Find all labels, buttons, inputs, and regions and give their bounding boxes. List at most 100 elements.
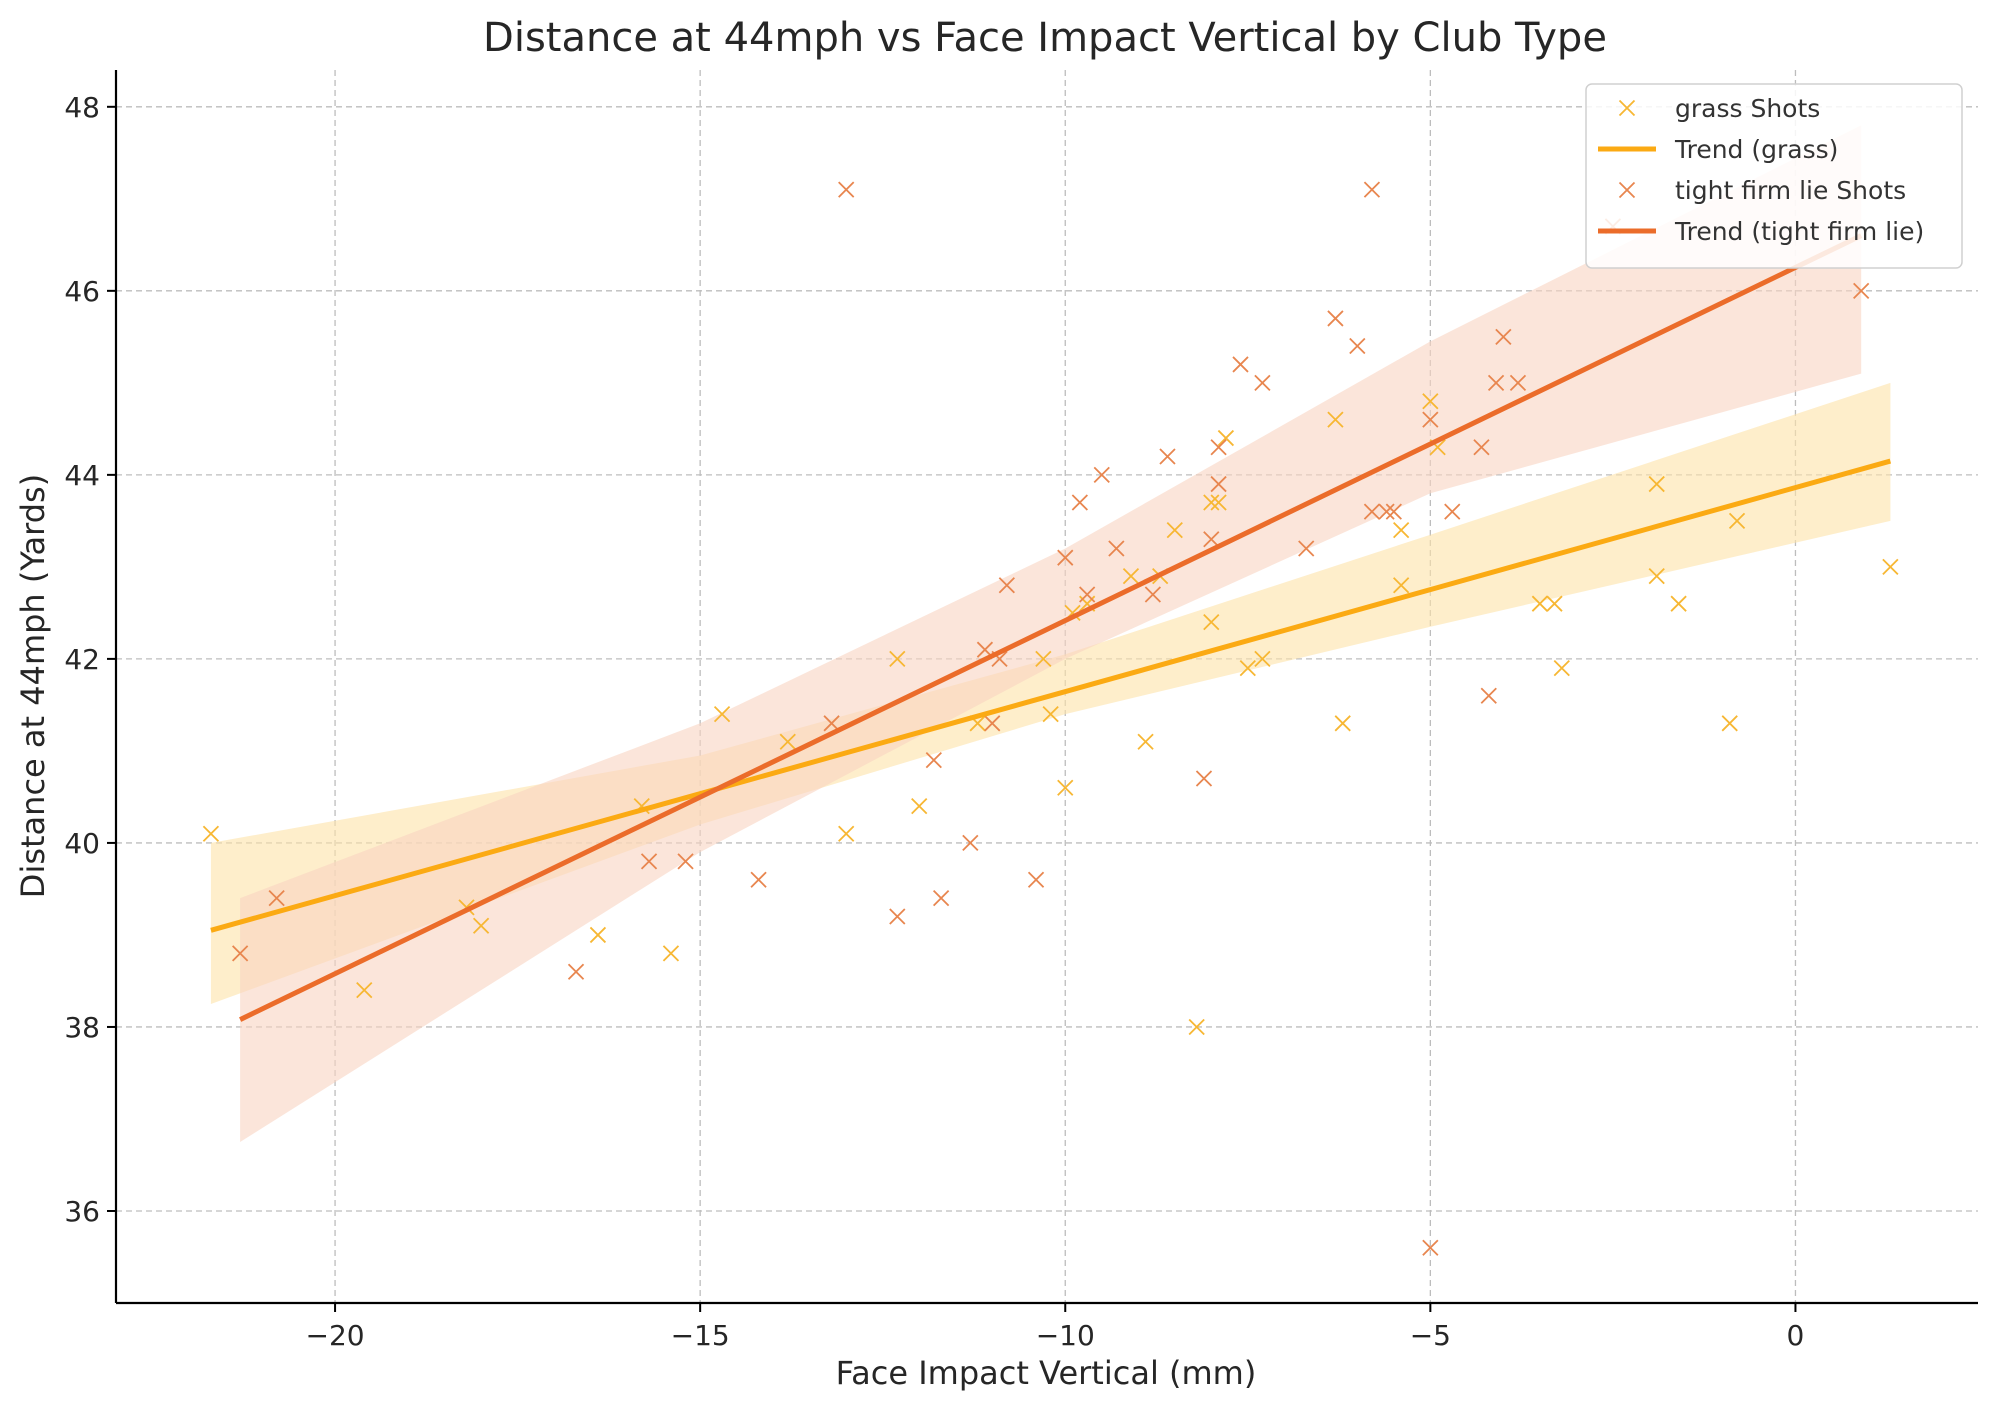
scatter-point xyxy=(932,889,950,907)
legend: grass Shots Trend (grass) tight firm lie S… xyxy=(1585,83,1963,269)
legend-label: grass Shots xyxy=(1675,94,1820,123)
scatter-point xyxy=(1195,770,1213,787)
scatter-point xyxy=(1721,715,1738,732)
ticks: −20 −15 −10 −5 0 36 38 40 42 44 46 48 xyxy=(64,91,1804,1352)
scatter-point xyxy=(1378,503,1395,520)
scatter-point xyxy=(838,825,855,842)
scatter-point xyxy=(640,853,658,870)
scatter-point xyxy=(1327,411,1344,428)
x-tick-label: −20 xyxy=(306,1319,365,1352)
scatter-point xyxy=(1057,779,1074,796)
y-tick-label: 40 xyxy=(64,827,100,860)
scatter-point xyxy=(1473,439,1490,456)
scatter-point xyxy=(231,945,249,962)
legend-marker-swatch xyxy=(1618,181,1636,199)
scatter-point xyxy=(889,650,906,668)
x-tick-label: −5 xyxy=(1410,1319,1451,1352)
scatter-point xyxy=(1422,411,1439,428)
scatter-point xyxy=(567,963,585,980)
scatter-point xyxy=(1254,374,1271,391)
scatter-point xyxy=(779,733,796,750)
scatter-point xyxy=(1203,531,1220,548)
scatter-point xyxy=(1444,503,1461,520)
confidence-band xyxy=(240,125,1862,1142)
scatter-point xyxy=(472,917,490,934)
scatter-point xyxy=(1480,687,1497,704)
y-tick-label: 46 xyxy=(64,275,100,308)
scatter-point xyxy=(1210,439,1227,456)
scatter-point xyxy=(1648,475,1665,493)
x-axis-label: Face Impact Vertical (mm) xyxy=(836,1354,1257,1392)
scatter-point xyxy=(662,945,680,962)
scatter-point xyxy=(1882,558,1899,576)
scatter-point xyxy=(889,908,906,925)
x-tick-label: −10 xyxy=(1036,1319,1095,1352)
scatter-point xyxy=(1546,595,1563,612)
trend-line xyxy=(210,458,1892,933)
axes xyxy=(114,70,1978,1305)
y-tick-label: 42 xyxy=(64,643,100,676)
scatter-point xyxy=(1670,595,1687,612)
scatter-point xyxy=(1422,393,1439,410)
scatter-point xyxy=(1728,512,1746,530)
scatter-point xyxy=(1042,705,1059,723)
scatter-point xyxy=(1495,328,1512,345)
scatter-point xyxy=(962,834,979,852)
scatter-point xyxy=(356,982,373,999)
scatter-point xyxy=(589,926,607,944)
legend-marker-swatch xyxy=(1618,99,1636,117)
scatter-point xyxy=(1159,448,1176,465)
scatter-point xyxy=(1217,429,1235,447)
legend-box xyxy=(1585,83,1963,269)
scatter-point xyxy=(925,751,942,769)
legend-label: tight firm lie Shots xyxy=(1675,176,1906,205)
scatter-point xyxy=(1334,715,1351,732)
x-tick-label: 0 xyxy=(1787,1319,1805,1352)
scatter-point xyxy=(1393,521,1410,539)
confidence-bands xyxy=(210,125,1891,1142)
scatter-point xyxy=(1035,650,1052,668)
trend-lines xyxy=(210,233,1892,1022)
scatter-point xyxy=(1203,494,1220,511)
scatter-point xyxy=(1553,659,1570,677)
x-tick-label: −15 xyxy=(671,1319,730,1352)
y-tick-label: 36 xyxy=(64,1195,100,1228)
scatter-point xyxy=(1393,577,1410,594)
legend-label: Trend (grass) xyxy=(1674,135,1838,164)
scatter-point xyxy=(1422,1239,1439,1256)
scatter-point xyxy=(998,577,1015,594)
scatter-point xyxy=(1509,374,1527,391)
scatter-point xyxy=(1210,475,1227,493)
scatter-point xyxy=(1166,521,1183,539)
scatter-point xyxy=(268,889,285,907)
trend-line xyxy=(239,233,1863,1022)
scatter-point xyxy=(1487,374,1505,391)
y-tick-label: 44 xyxy=(64,459,100,492)
scatter-point xyxy=(1254,650,1271,668)
scatter-point xyxy=(1327,310,1344,327)
scatter-point xyxy=(1385,503,1402,520)
scatter-point xyxy=(1071,494,1088,511)
scatter-point xyxy=(1108,540,1125,557)
scatter-point xyxy=(713,705,731,723)
scatter-point xyxy=(1363,181,1381,198)
scatter-point xyxy=(1648,567,1665,585)
scatter-point xyxy=(1057,549,1074,566)
scatter-point xyxy=(750,871,767,888)
chart-title: Distance at 44mph vs Face Impact Vertica… xyxy=(483,15,1607,61)
scatter-point xyxy=(1363,503,1381,520)
scatter-point xyxy=(1531,595,1549,612)
scatter-point xyxy=(838,181,855,198)
scatter-point xyxy=(1079,586,1096,603)
scatter-points xyxy=(202,181,1899,1256)
y-axis-label: Distance at 44mph (Yards) xyxy=(14,474,52,898)
scatter-point xyxy=(1027,871,1045,888)
scatter-point xyxy=(677,853,694,870)
scatter-point xyxy=(1210,494,1227,511)
legend-label: Trend (tight firm lie) xyxy=(1674,217,1924,246)
y-tick-label: 38 xyxy=(64,1011,100,1044)
scatter-point xyxy=(202,825,220,842)
scatter-point xyxy=(984,715,1001,732)
scatter-point xyxy=(1093,466,1110,484)
